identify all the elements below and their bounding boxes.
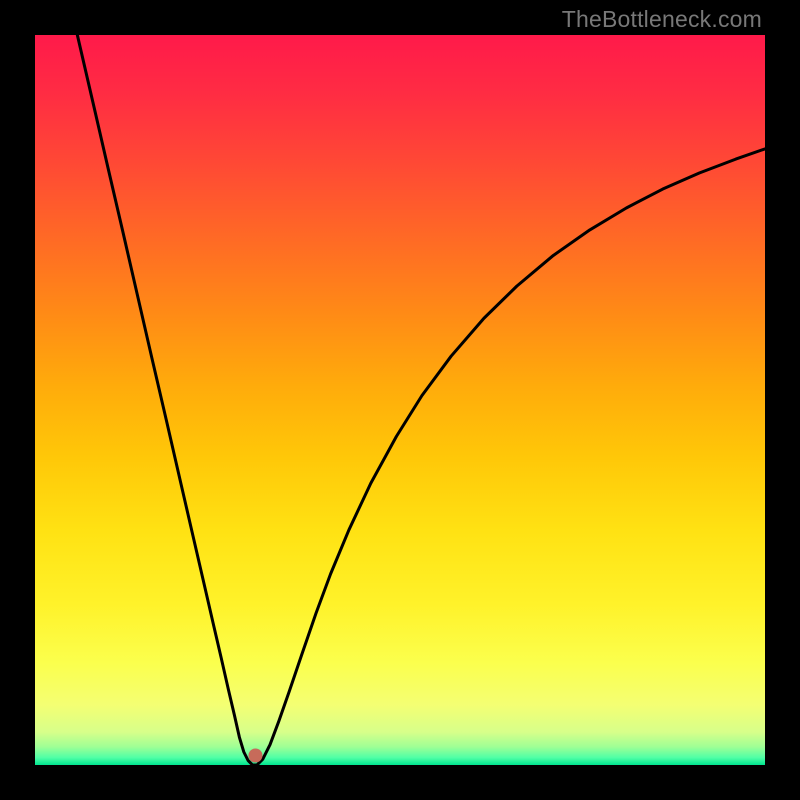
bottleneck-curve: [77, 35, 765, 765]
border-right: [765, 0, 800, 800]
watermark-text: TheBottleneck.com: [562, 6, 762, 33]
curve-vertex-marker: [248, 749, 262, 763]
chart-curve-layer: [35, 35, 765, 765]
plot-area: [35, 35, 765, 765]
border-bottom: [0, 765, 800, 800]
border-left: [0, 0, 35, 800]
